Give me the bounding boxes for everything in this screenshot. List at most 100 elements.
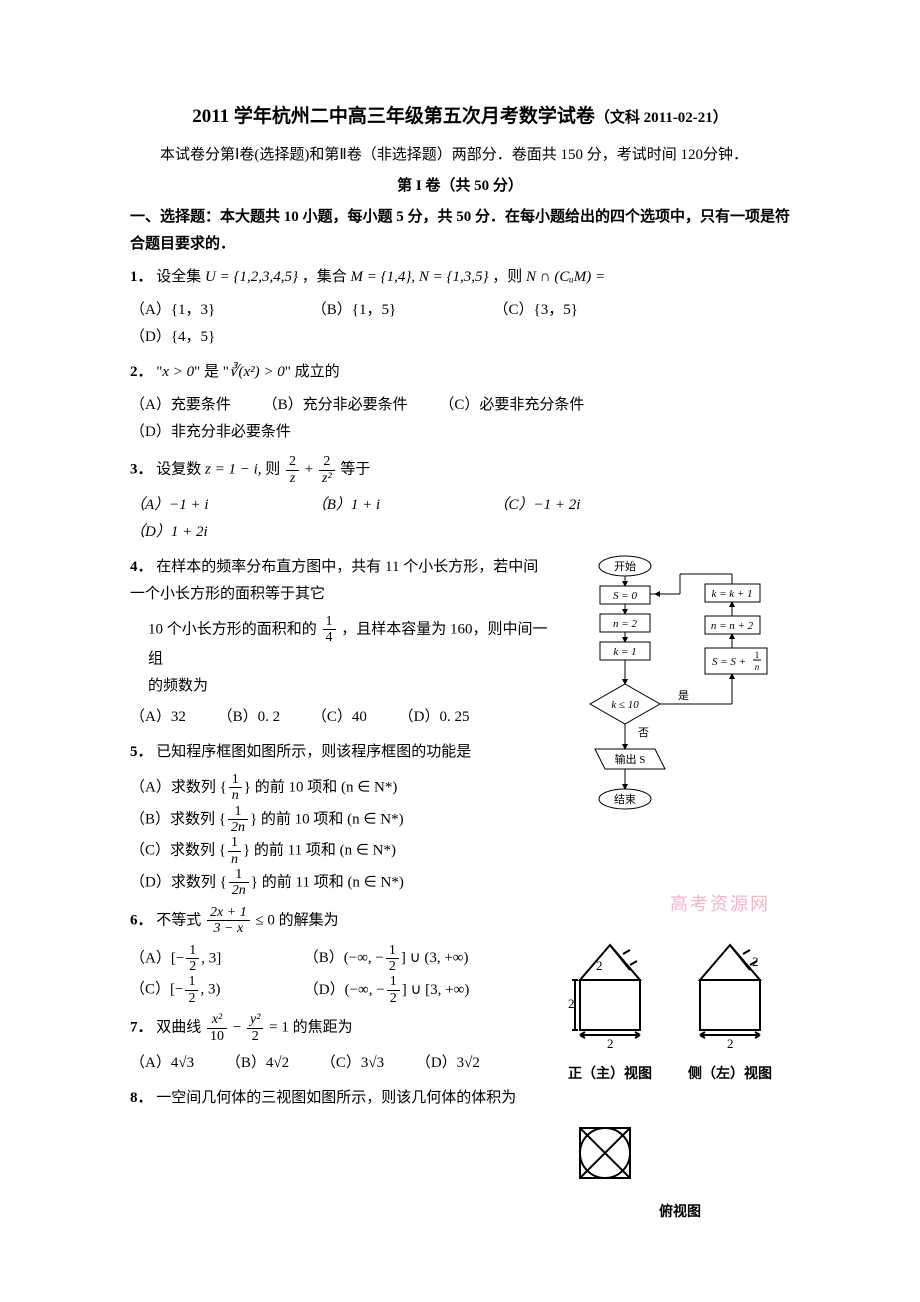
q1-text-c: ，则 bbox=[492, 269, 522, 285]
q3-text-c: 等于 bbox=[340, 462, 370, 478]
svg-text:k = k + 1: k = k + 1 bbox=[711, 588, 752, 600]
q4-frac: 14 bbox=[323, 614, 336, 646]
question-2: 2． "x > 0" 是 "∛(x²) > 0" 成立的 bbox=[130, 359, 790, 386]
q7-opt-c: （C）3√3 bbox=[321, 1050, 384, 1077]
q6-opt-b: （B）(−∞, −12] ∪ (3, +∞) bbox=[304, 950, 469, 966]
q2-text-c: " 成立的 bbox=[285, 364, 340, 380]
q3-frac2: 2z² bbox=[319, 454, 335, 486]
svg-text:k = 1: k = 1 bbox=[613, 646, 636, 658]
q8-text: 一空间几何体的三视图如图所示，则该几何体的体积为 bbox=[156, 1090, 516, 1106]
svg-text:结束: 结束 bbox=[614, 793, 636, 806]
question-1: 1． 设全集 U = {1,2,3,4,5} ，集合 M = {1,4}, N … bbox=[130, 264, 790, 291]
q3-opt-b: （B）1 + i bbox=[312, 492, 462, 519]
q6-text-b: ≤ 0 的解集为 bbox=[255, 912, 338, 928]
top-view: 俯视图 bbox=[570, 1118, 790, 1225]
title-sub: （文科 2011-02-21） bbox=[595, 110, 728, 126]
q3-opt-a: （A）−1 + i bbox=[130, 492, 280, 519]
q2-text-b: " 是 " bbox=[194, 364, 229, 380]
q2-opt-b: （B）充分非必要条件 bbox=[263, 392, 408, 419]
svg-text:2: 2 bbox=[752, 954, 759, 969]
part1-instructions: 一、选择题：本大题共 10 小题，每小题 5 分，共 50 分．在每小题给出的四… bbox=[130, 204, 790, 258]
svg-text:S = S +: S = S + bbox=[712, 656, 746, 668]
side-view-label: 侧（左）视图 bbox=[680, 1062, 780, 1087]
q2-opt-a: （A）充要条件 bbox=[130, 392, 231, 419]
svg-text:k ≤ 10: k ≤ 10 bbox=[611, 699, 639, 711]
svg-text:n: n bbox=[755, 662, 760, 672]
svg-text:n = n + 2: n = n + 2 bbox=[711, 620, 754, 632]
q3-plus: + bbox=[305, 462, 317, 478]
q2-num: 2． bbox=[130, 364, 153, 380]
q3-frac1: 2z bbox=[286, 454, 299, 486]
title-main: 2011 学年杭州二中高三年级第五次月考数学试卷 bbox=[192, 106, 595, 127]
front-view-label: 正（主）视图 bbox=[560, 1062, 660, 1087]
q1-opt-a: （A）{1，3} bbox=[130, 297, 280, 324]
q1-text-a: 设全集 bbox=[156, 269, 201, 285]
q3-num: 3． bbox=[130, 462, 153, 478]
side-view: 2 2 侧（左）视图 bbox=[680, 940, 780, 1087]
q4-opt-b: （B）0. 2 bbox=[218, 704, 281, 731]
q8-num: 8． bbox=[130, 1090, 153, 1106]
q1-opt-c: （C）{3，5} bbox=[494, 297, 644, 324]
front-view: 2 2 2 正（主）视图 bbox=[560, 940, 660, 1087]
q1-math-m: M = {1,4}, N = {1,3,5} bbox=[351, 269, 489, 285]
svg-text:开始: 开始 bbox=[614, 559, 636, 573]
q3-opt-d: （D）1 + 2i bbox=[130, 519, 280, 546]
q2-math-a: x > 0 bbox=[162, 364, 194, 380]
top-view-label: 俯视图 bbox=[570, 1200, 790, 1225]
part1-header: 第 I 卷（共 50 分） bbox=[130, 173, 790, 200]
q6-opt-c: （C）[−12, 3) bbox=[130, 974, 300, 1006]
svg-text:2: 2 bbox=[607, 1036, 614, 1050]
q1-text-b: ，集合 bbox=[302, 269, 347, 285]
q1-opt-d: （D）{4，5} bbox=[130, 324, 280, 351]
svg-text:1: 1 bbox=[755, 650, 760, 660]
intro-text: 本试卷分第Ⅰ卷(选择题)和第Ⅱ卷（非选择题）两部分．卷面共 150 分，考试时间… bbox=[130, 142, 790, 169]
watermark-text: 高考资源网 bbox=[560, 888, 770, 920]
q7-opt-d: （D）3√2 bbox=[416, 1050, 480, 1077]
flowchart-diagram: 开始 S = 0 n = 2 k = 1 k ≤ 10 否 是 bbox=[560, 554, 790, 874]
q7-minus: − bbox=[233, 1020, 245, 1036]
q6-text-a: 不等式 bbox=[156, 912, 201, 928]
q4-opt-d: （D）0. 25 bbox=[399, 704, 470, 731]
q3-text-b: 则 bbox=[265, 462, 280, 478]
q5-text: 已知程序框图如图所示，则该程序框图的功能是 bbox=[156, 744, 471, 760]
q6-opt-a: （A）[−12, 3] bbox=[130, 943, 300, 975]
q6-frac: 2x + 13 − x bbox=[207, 905, 250, 937]
svg-text:2: 2 bbox=[596, 958, 603, 973]
q5-num: 5． bbox=[130, 744, 153, 760]
q4-num: 4． bbox=[130, 559, 153, 575]
q7-frac2: y²2 bbox=[247, 1012, 263, 1044]
question-3: 3． 设复数 z = 1 − i, 则 2z + 2z² 等于 bbox=[130, 454, 790, 486]
q7-opt-a: （A）4√3 bbox=[130, 1050, 194, 1077]
q1-math-expr: N ∩ (CᵤM) = bbox=[526, 269, 605, 285]
q7-text-b: = 1 的焦距为 bbox=[269, 1020, 352, 1036]
q1-opt-b: （B）{1，5} bbox=[312, 297, 462, 324]
q7-opt-b: （B）4√2 bbox=[226, 1050, 289, 1077]
svg-text:2: 2 bbox=[727, 1036, 734, 1050]
q4-text-a: 在样本的频率分布直方图中，共有 11 个小长方形，若中间一个小长方形的面积等于其… bbox=[130, 559, 538, 602]
q3-options: （A）−1 + i （B）1 + i （C）−1 + 2i （D）1 + 2i bbox=[130, 492, 790, 546]
q2-opt-c: （C）必要非充分条件 bbox=[439, 392, 584, 419]
q3-opt-c: （C）−1 + 2i bbox=[494, 492, 644, 519]
q2-math-b: ∛(x²) > 0 bbox=[229, 364, 285, 380]
q6-opt-d: （D）(−∞, −12] ∪ [3, +∞) bbox=[304, 982, 470, 998]
svg-text:2: 2 bbox=[568, 996, 575, 1011]
q7-frac1: x²10 bbox=[207, 1012, 227, 1044]
svg-text:输出 S: 输出 S bbox=[615, 752, 646, 766]
q1-options: （A）{1，3} （B）{1，5} （C）{3，5} （D）{4，5} bbox=[130, 297, 790, 351]
q2-opt-d: （D）非充分非必要条件 bbox=[130, 419, 291, 446]
q1-math-u: U = {1,2,3,4,5} bbox=[205, 269, 298, 285]
q6-num: 6． bbox=[130, 912, 153, 928]
q7-num: 7． bbox=[130, 1020, 153, 1036]
svg-text:是: 是 bbox=[678, 689, 689, 702]
svg-text:否: 否 bbox=[638, 727, 649, 739]
q7-text-a: 双曲线 bbox=[156, 1020, 201, 1036]
svg-text:S = 0: S = 0 bbox=[613, 590, 637, 602]
q3-math-a: z = 1 − i, bbox=[205, 462, 262, 478]
q4-text-b: 10 个小长方形的面积和的 bbox=[148, 621, 317, 637]
three-views: 2 2 2 正（主）视图 2 bbox=[560, 940, 790, 1224]
q4-opt-a: （A）32 bbox=[130, 704, 186, 731]
exam-title: 2011 学年杭州二中高三年级第五次月考数学试卷（文科 2011-02-21） bbox=[130, 100, 790, 134]
q1-num: 1． bbox=[130, 269, 153, 285]
q4-opt-c: （C）40 bbox=[312, 704, 367, 731]
q2-options: （A）充要条件 （B）充分非必要条件 （C）必要非充分条件 （D）非充分非必要条… bbox=[130, 392, 790, 446]
